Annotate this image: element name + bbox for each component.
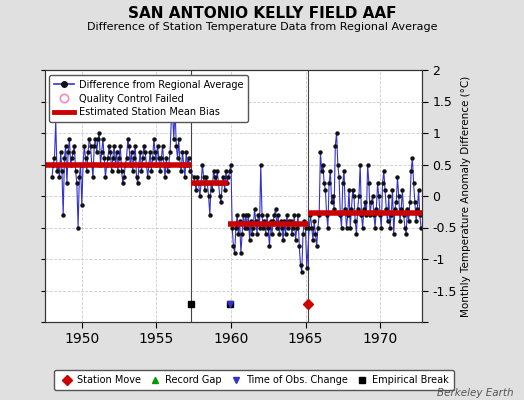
Text: SAN ANTONIO KELLY FIELD AAF: SAN ANTONIO KELLY FIELD AAF: [128, 6, 396, 21]
Legend: Station Move, Record Gap, Time of Obs. Change, Empirical Break: Station Move, Record Gap, Time of Obs. C…: [54, 370, 454, 390]
Legend: Difference from Regional Average, Quality Control Failed, Estimated Station Mean: Difference from Regional Average, Qualit…: [49, 75, 248, 122]
Text: Difference of Station Temperature Data from Regional Average: Difference of Station Temperature Data f…: [87, 22, 437, 32]
Y-axis label: Monthly Temperature Anomaly Difference (°C): Monthly Temperature Anomaly Difference (…: [461, 75, 471, 317]
Text: Berkeley Earth: Berkeley Earth: [437, 388, 514, 398]
